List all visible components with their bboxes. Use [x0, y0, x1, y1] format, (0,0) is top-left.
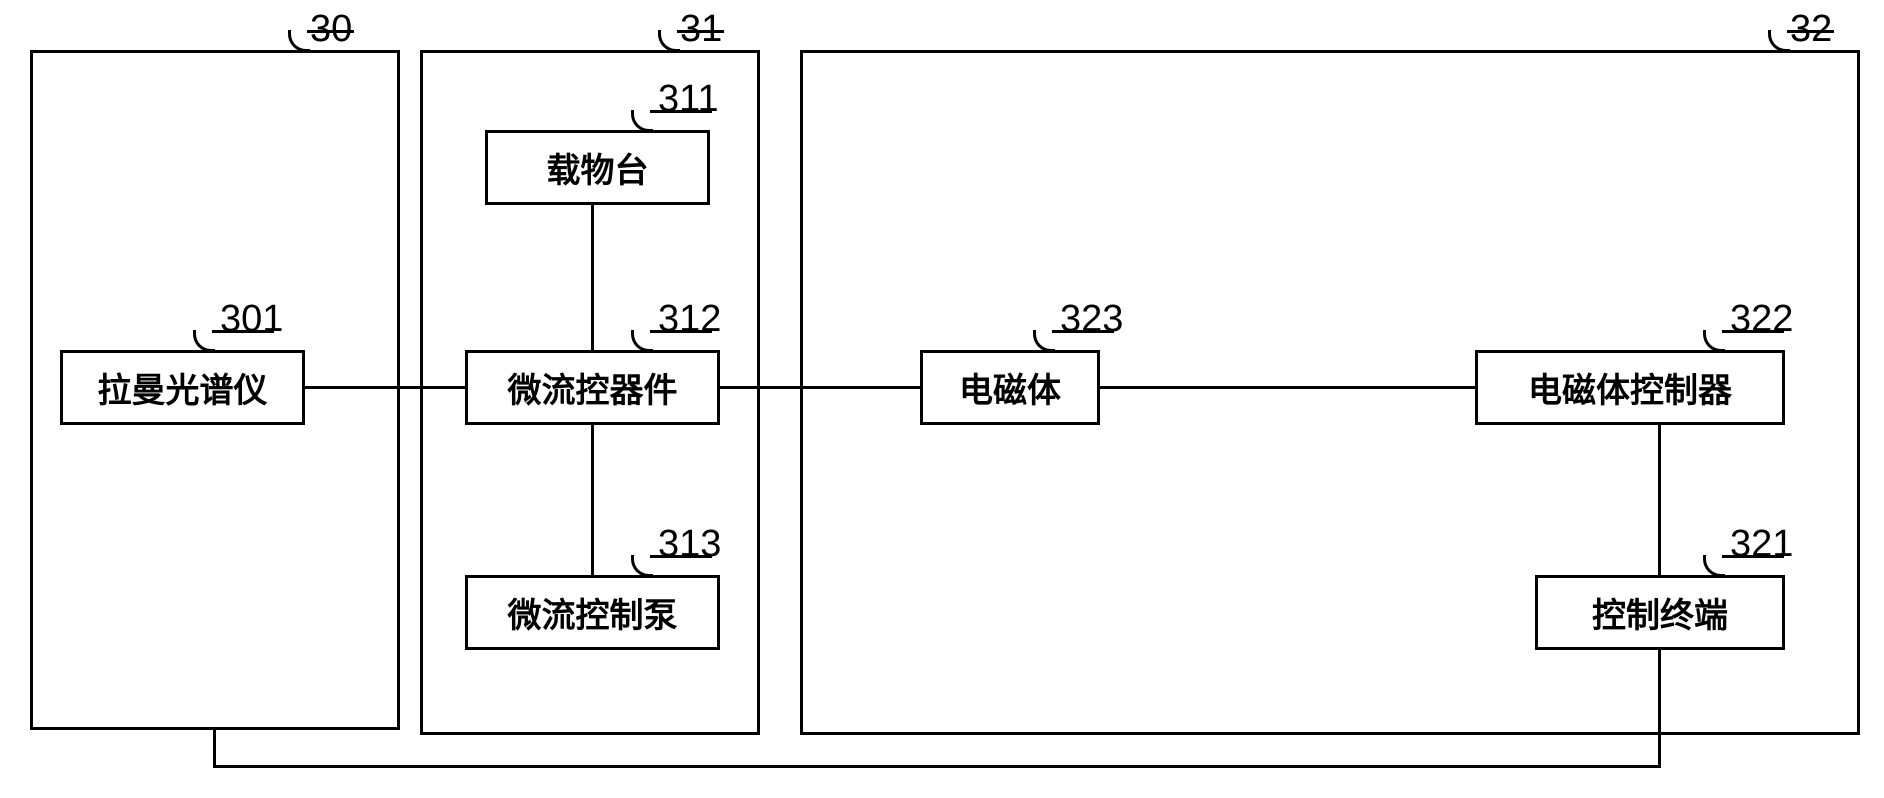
connector-311-312 [591, 205, 594, 350]
connector-312-313 [591, 425, 594, 575]
connector-312-323 [720, 386, 920, 389]
connector-up-to-30 [213, 730, 216, 768]
label-32: 32 [1790, 8, 1832, 51]
connector-301-312 [305, 386, 465, 389]
label-313: 313 [658, 523, 721, 566]
box-microfluidic-device: 微流控器件 [465, 350, 720, 425]
connector-323-322 [1100, 386, 1475, 389]
connector-bottom-horizontal [213, 765, 1661, 768]
label-323: 323 [1060, 298, 1123, 341]
box-321-text: 控制终端 [1592, 588, 1728, 637]
connector-321-down [1658, 650, 1661, 768]
label-312: 312 [658, 298, 721, 341]
label-322: 322 [1730, 298, 1793, 341]
label-30: 30 [310, 8, 352, 51]
leader-hook-31 [658, 30, 680, 52]
box-stage: 载物台 [485, 130, 710, 205]
connector-322-321 [1658, 425, 1661, 575]
box-312-text: 微流控器件 [508, 363, 678, 412]
leader-hook-32 [1768, 30, 1790, 52]
box-electromagnet: 电磁体 [920, 350, 1100, 425]
box-313-text: 微流控制泵 [508, 588, 678, 637]
leader-hook-30 [288, 30, 310, 52]
box-microfluidic-pump: 微流控制泵 [465, 575, 720, 650]
box-322-text: 电磁体控制器 [1528, 363, 1732, 412]
box-323-text: 电磁体 [959, 363, 1061, 412]
box-control-terminal: 控制终端 [1535, 575, 1785, 650]
box-electromagnet-controller: 电磁体控制器 [1475, 350, 1785, 425]
label-301: 301 [220, 298, 283, 341]
label-311: 311 [658, 78, 719, 121]
label-31: 31 [680, 8, 722, 51]
box-301-text: 拉曼光谱仪 [98, 363, 268, 412]
label-321: 321 [1730, 523, 1793, 566]
box-raman-spectrometer: 拉曼光谱仪 [60, 350, 305, 425]
box-311-text: 载物台 [547, 143, 649, 192]
